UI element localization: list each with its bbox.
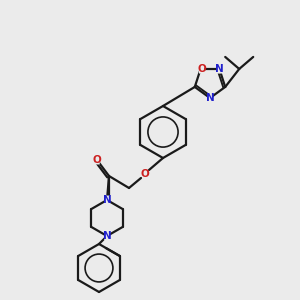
- FancyBboxPatch shape: [104, 196, 110, 205]
- FancyBboxPatch shape: [207, 94, 213, 103]
- Text: N: N: [103, 195, 111, 205]
- Text: N: N: [215, 64, 224, 74]
- Text: O: O: [141, 169, 149, 179]
- FancyBboxPatch shape: [217, 64, 222, 74]
- Text: O: O: [93, 155, 101, 165]
- FancyBboxPatch shape: [104, 232, 110, 241]
- FancyBboxPatch shape: [142, 169, 148, 178]
- Text: N: N: [206, 93, 214, 103]
- Text: N: N: [103, 231, 111, 241]
- FancyBboxPatch shape: [199, 64, 204, 74]
- FancyBboxPatch shape: [94, 155, 100, 164]
- Text: O: O: [197, 64, 206, 74]
